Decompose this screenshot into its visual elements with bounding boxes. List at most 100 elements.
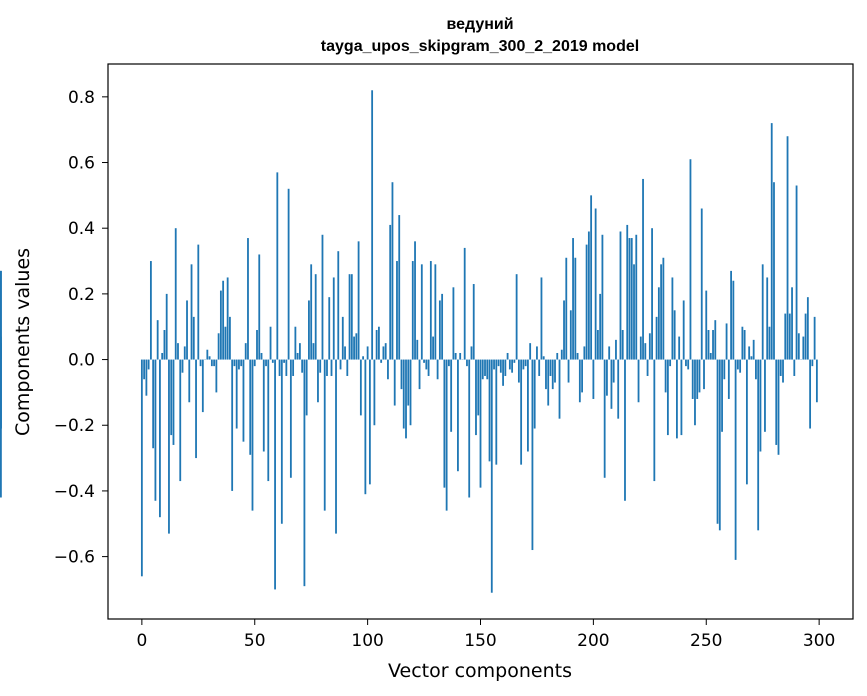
bar xyxy=(350,274,353,360)
bar xyxy=(606,359,608,396)
bar xyxy=(249,359,252,455)
bar xyxy=(646,359,649,376)
bar xyxy=(357,241,360,360)
bar xyxy=(348,274,351,360)
plot-frame xyxy=(107,63,854,620)
y-tick-label: −0.2 xyxy=(54,416,95,436)
bar xyxy=(743,330,746,360)
bar xyxy=(262,359,265,452)
bar xyxy=(642,178,644,360)
bar xyxy=(531,359,534,551)
bar xyxy=(788,313,791,360)
bar xyxy=(265,359,267,367)
bar xyxy=(752,339,755,360)
bar xyxy=(441,293,444,360)
bar xyxy=(213,359,216,367)
bar xyxy=(664,359,667,393)
bar xyxy=(368,359,371,485)
bar xyxy=(583,346,586,360)
bar xyxy=(685,359,687,367)
bar xyxy=(319,359,322,373)
bar xyxy=(165,293,168,360)
y-tick-label: −0.4 xyxy=(54,482,95,502)
bar xyxy=(466,359,468,367)
bar xyxy=(739,359,742,373)
bar xyxy=(563,300,565,360)
chart-title-line-1: ведуний xyxy=(446,16,513,33)
bar xyxy=(757,359,760,531)
bar xyxy=(540,277,543,360)
bar xyxy=(425,359,428,370)
bar xyxy=(493,359,495,370)
bar xyxy=(375,330,378,360)
bar xyxy=(468,359,471,498)
bar xyxy=(529,343,532,360)
bar xyxy=(682,300,685,360)
bar xyxy=(770,123,773,360)
bar xyxy=(418,359,421,390)
bar xyxy=(450,359,453,432)
bar xyxy=(680,359,683,436)
bar xyxy=(637,359,640,403)
x-tick-label: 50 xyxy=(244,631,266,651)
bar xyxy=(727,359,730,399)
y-tick-label: 0.8 xyxy=(68,88,95,108)
x-tick-label: 200 xyxy=(577,631,609,651)
bar xyxy=(457,359,459,472)
bar xyxy=(317,359,319,403)
bar xyxy=(813,316,816,360)
bar xyxy=(251,359,254,511)
bar xyxy=(714,320,717,360)
bar xyxy=(608,346,611,360)
bar xyxy=(603,359,606,478)
bar xyxy=(662,257,665,360)
bar xyxy=(691,359,694,399)
bar xyxy=(707,330,710,360)
bar xyxy=(619,231,622,360)
bar xyxy=(168,359,170,534)
bar xyxy=(219,290,222,360)
bar xyxy=(569,310,572,360)
bar xyxy=(161,352,164,360)
bar xyxy=(143,359,146,380)
bar xyxy=(766,277,769,360)
bar xyxy=(673,310,676,360)
bar xyxy=(488,359,491,462)
bar xyxy=(748,346,751,360)
bar xyxy=(782,359,784,383)
bar xyxy=(504,359,507,376)
bar xyxy=(671,277,674,360)
bar xyxy=(793,359,796,376)
bar xyxy=(438,300,441,360)
bar xyxy=(594,208,597,360)
bar xyxy=(486,359,489,380)
bar xyxy=(698,359,701,393)
y-tick-label: 0.6 xyxy=(68,154,95,174)
bar xyxy=(387,359,389,380)
bar xyxy=(601,234,604,360)
x-axis-ticks: 0 50 100 150 200 250 300 xyxy=(136,619,835,651)
bar xyxy=(574,257,577,360)
bar xyxy=(624,359,626,501)
bar xyxy=(445,359,448,511)
bar xyxy=(644,343,647,360)
bar xyxy=(0,359,2,429)
bar xyxy=(181,359,184,373)
bar xyxy=(208,356,211,360)
bar xyxy=(499,359,502,373)
bar xyxy=(657,287,660,360)
x-tick-label: 300 xyxy=(803,631,835,651)
bar xyxy=(542,356,545,360)
bar xyxy=(292,359,295,376)
bar xyxy=(709,352,712,360)
bar xyxy=(524,359,527,367)
bar xyxy=(353,336,355,360)
bar xyxy=(432,336,434,360)
bar xyxy=(759,359,762,452)
bar xyxy=(536,346,538,360)
bar xyxy=(538,359,541,376)
bar xyxy=(578,359,581,403)
bar xyxy=(427,359,430,376)
bar xyxy=(170,359,173,436)
bar xyxy=(341,316,344,360)
